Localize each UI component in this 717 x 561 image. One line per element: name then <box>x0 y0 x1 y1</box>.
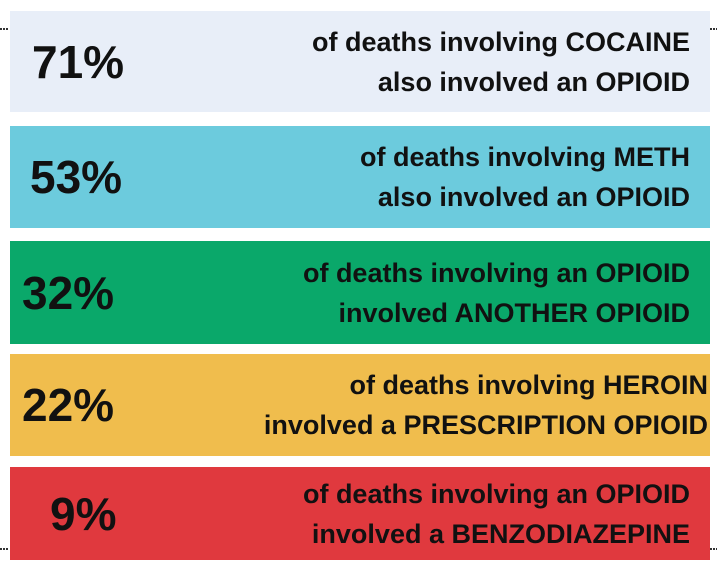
text-line: also involved an OPIOID <box>377 66 690 97</box>
text-line: also involved an OPIOID <box>377 182 690 212</box>
text-line: involved a PRESCRIPTION OPIOID <box>263 410 708 440</box>
text-line: of deaths involving COCAINE <box>311 26 690 57</box>
stat-value: 32% <box>22 266 115 319</box>
stat-row: 9% of deaths involving an OPIOID involve… <box>10 467 710 560</box>
text-line: of deaths involving an OPIOID <box>302 257 690 288</box>
stat-text: of deaths involving HEROIN involved a PR… <box>264 365 708 445</box>
text-line: involved ANOTHER OPIOID <box>338 297 690 328</box>
stat-text: of deaths involving an OPIOID involved A… <box>303 253 690 333</box>
text-line: involved a BENZODIAZEPINE <box>311 518 690 549</box>
stat-text: of deaths involving COCAINE also involve… <box>312 22 690 102</box>
stat-text: of deaths involving METH also involved a… <box>360 137 690 217</box>
stat-value: 9% <box>50 487 117 540</box>
dotted-edge <box>0 28 8 30</box>
text-line: of deaths involving HEROIN <box>349 370 708 400</box>
stat-value: 22% <box>22 379 115 431</box>
stat-text: of deaths involving an OPIOID involved a… <box>303 474 690 554</box>
text-line: of deaths involving an OPIOID <box>302 478 690 509</box>
dotted-edge <box>0 548 8 550</box>
stat-row: 71% of deaths involving COCAINE also inv… <box>10 11 710 112</box>
stat-row: 53% of deaths involving METH also involv… <box>10 126 710 228</box>
dotted-edge <box>710 548 717 550</box>
stat-row: 32% of deaths involving an OPIOID involv… <box>10 241 710 344</box>
stat-value: 53% <box>30 151 123 203</box>
stat-row: 22% of deaths involving HEROIN involved … <box>10 354 710 456</box>
text-line: of deaths involving METH <box>359 142 690 172</box>
stat-value: 71% <box>32 35 125 88</box>
dotted-edge <box>710 28 717 30</box>
